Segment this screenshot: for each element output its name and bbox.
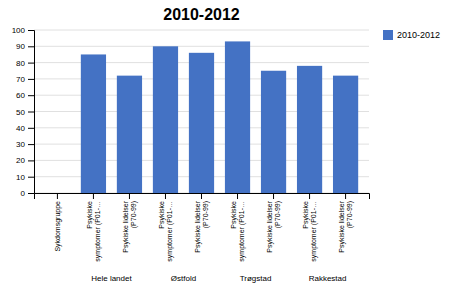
x-tick: Psykiske lidelser(P70-99) xyxy=(122,193,138,253)
y-tick-mark xyxy=(28,30,34,31)
grid-line xyxy=(34,30,369,31)
x-tick-mark xyxy=(93,193,94,199)
y-tick-label: 30 xyxy=(16,140,25,149)
y-tick-label: 50 xyxy=(16,108,25,117)
y-tick-mark xyxy=(28,128,34,129)
bar xyxy=(225,41,250,193)
y-axis: 0 10 20 30 40 50 60 70 80 90 100 xyxy=(12,26,35,198)
x-tick: Psykiskesymptomer (P01-… xyxy=(158,193,174,262)
x-tick: Psykiske lidelser(P70-99) xyxy=(194,193,210,253)
x-tick: Psykiskesymptomer (P01-… xyxy=(302,193,318,262)
grid xyxy=(34,30,369,193)
group-label: Trøgstad xyxy=(240,274,272,283)
x-tick: Psykiske lidelser(P70-99) xyxy=(338,193,354,253)
y-tick-label: 100 xyxy=(12,26,26,35)
x-tick-mark xyxy=(165,193,166,199)
y-tick-mark xyxy=(28,95,34,96)
x-tick-mark xyxy=(309,193,310,199)
y-tick: 70 xyxy=(16,75,34,84)
bars xyxy=(81,41,358,193)
x-tick-mark xyxy=(237,193,238,199)
x-tick-label-line: (P70-99) xyxy=(202,201,210,228)
x-tick-label-line: symptomer (P01-… xyxy=(238,201,246,262)
x-tick: Psykiskesymptomer (P01-… xyxy=(86,193,102,262)
y-tick-mark xyxy=(28,177,34,178)
legend-label: 2010-2012 xyxy=(397,30,440,40)
y-tick-label: 40 xyxy=(16,124,25,133)
x-tick: Psykiskesymptomer (P01-… xyxy=(230,193,246,262)
x-tick-label-line: symptomer (P01-… xyxy=(310,201,318,262)
legend-item: 2010-2012 xyxy=(383,30,440,40)
y-tick-label: 80 xyxy=(16,59,25,68)
y-tick: 50 xyxy=(16,108,34,117)
x-tick: Sykdomsgruppe xyxy=(54,193,62,252)
y-tick-mark xyxy=(28,193,34,194)
y-tick: 30 xyxy=(16,140,34,149)
bar xyxy=(153,46,178,193)
x-tick-label-line: (P70-99) xyxy=(346,201,354,228)
y-tick: 90 xyxy=(16,42,34,51)
group-label: Rakkestad xyxy=(309,274,347,283)
y-tick-label: 10 xyxy=(16,173,25,182)
y-tick: 40 xyxy=(16,124,34,133)
x-tick-label: Psykiskesymptomer (P01-… xyxy=(86,201,102,262)
title: 2010-2012 xyxy=(163,6,240,23)
plot: 0 10 20 30 40 50 60 70 80 90 100 Sykdomsgruppe Psyki… xyxy=(12,26,370,283)
y-tick-mark xyxy=(28,79,34,80)
y-tick: 10 xyxy=(16,173,34,182)
x-tick-label: Psykiskesymptomer (P01-… xyxy=(302,201,318,262)
bar xyxy=(297,66,322,193)
grid-line xyxy=(34,46,369,47)
x-tick-label: Psykiske lidelser(P70-99) xyxy=(266,200,282,252)
x-tick-label-line: symptomer (P01-… xyxy=(94,201,102,262)
x-axis-line xyxy=(35,194,370,200)
chart: 0 10 20 30 40 50 60 70 80 90 100 Sykdomsgruppe Psyki… xyxy=(0,0,469,293)
group-label: Østfold xyxy=(171,274,196,283)
x-tick-label: Psykiskesymptomer (P01-… xyxy=(158,201,174,262)
x-tick-mark xyxy=(345,193,346,199)
y-tick-mark xyxy=(28,144,34,145)
x-tick-label-line: Sykdomsgruppe xyxy=(54,201,62,252)
y-tick: 60 xyxy=(16,91,34,100)
x-tick-label: Sykdomsgruppe xyxy=(54,201,62,252)
y-tick-mark xyxy=(28,63,34,64)
bar xyxy=(45,193,70,194)
x-tick-label: Psykiske lidelser(P70-99) xyxy=(122,200,138,252)
chart-container: 0 10 20 30 40 50 60 70 80 90 100 Sykdomsgruppe Psyki… xyxy=(0,0,469,293)
y-tick-mark xyxy=(28,46,34,47)
x-tick-mark xyxy=(129,193,130,199)
group-labels: Hele landet Østfold Trøgstad Rakkestad xyxy=(91,274,346,283)
x-tick-label: Psykiske lidelser(P70-99) xyxy=(194,200,210,252)
y-tick-label: 90 xyxy=(16,42,25,51)
x-tick-mark xyxy=(201,193,202,199)
legend-swatch xyxy=(383,30,393,40)
y-tick-label: 20 xyxy=(16,156,25,165)
x-tick-mark xyxy=(57,193,58,199)
bar xyxy=(261,71,286,193)
y-tick-mark xyxy=(28,160,34,161)
x-tick-label-line: symptomer (P01-… xyxy=(166,201,174,262)
y-tick-label: 60 xyxy=(16,91,25,100)
x-tick-label-line: (P70-99) xyxy=(130,201,138,228)
y-tick-label: 70 xyxy=(16,75,25,84)
y-tick: 100 xyxy=(12,26,34,35)
bar xyxy=(333,76,358,193)
x-tick-label-line: (P70-99) xyxy=(274,201,282,228)
bar xyxy=(117,76,142,193)
bar xyxy=(189,53,214,193)
y-tick-label: 0 xyxy=(21,189,26,198)
y-axis-line xyxy=(28,31,35,194)
y-tick: 80 xyxy=(16,59,34,68)
x-axis: Sykdomsgruppe Psykiskesymptomer (P01-… Psy… xyxy=(35,193,370,262)
x-tick: Psykiske lidelser(P70-99) xyxy=(266,193,282,253)
y-tick: 20 xyxy=(16,156,34,165)
bar xyxy=(81,54,106,193)
x-tick-label: Psykiske lidelser(P70-99) xyxy=(338,200,354,252)
y-tick: 0 xyxy=(21,189,34,198)
legend: 2010-2012 xyxy=(383,30,440,40)
y-tick-mark xyxy=(28,112,34,113)
x-tick-label: Psykiskesymptomer (P01-… xyxy=(230,201,246,262)
x-tick-mark xyxy=(273,193,274,199)
group-label: Hele landet xyxy=(91,274,132,283)
